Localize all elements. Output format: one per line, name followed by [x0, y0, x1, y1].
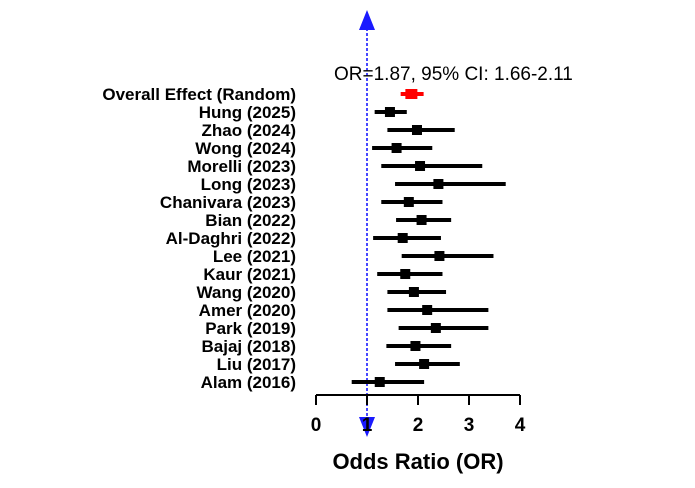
- overall-effect-annotation: OR=1.87, 95% CI: 1.66-2.11: [334, 64, 573, 85]
- study-label: Hung (2025): [199, 103, 296, 122]
- study-label: Amer (2020): [199, 301, 296, 320]
- study-effect-marker: [415, 161, 426, 171]
- study-label: Wang (2020): [196, 283, 296, 302]
- x-tick-label: 2: [413, 415, 424, 436]
- study-label: Chanivara (2023): [160, 193, 296, 212]
- study-label: Kaur (2021): [203, 265, 296, 284]
- study-label: Wong (2024): [195, 139, 296, 158]
- study-label: Long (2023): [201, 175, 296, 194]
- study-effect-marker: [397, 233, 408, 243]
- study-label: Al-Daghri (2022): [166, 229, 296, 248]
- study-effect-marker: [416, 215, 427, 225]
- study-effect-marker: [374, 377, 385, 387]
- study-effect-marker: [408, 287, 419, 297]
- x-axis-title: Odds Ratio (OR): [332, 449, 503, 474]
- overall-effect-label: Overall Effect (Random): [102, 85, 296, 104]
- study-label: Morelli (2023): [187, 157, 296, 176]
- study-effect-marker: [433, 179, 444, 189]
- study-label: Park (2019): [205, 319, 296, 338]
- study-effect-marker: [419, 359, 430, 369]
- study-labels: Overall Effect (Random)Hung (2025)Zhao (…: [102, 85, 296, 392]
- study-label: Bajaj (2018): [202, 337, 297, 356]
- x-tick-label: 3: [464, 415, 475, 436]
- study-label: Lee (2021): [213, 247, 296, 266]
- reference-line-group: [359, 10, 375, 437]
- x-tick-label: 4: [515, 415, 526, 436]
- reference-arrow-up-icon: [359, 10, 375, 30]
- study-effect-marker: [400, 269, 411, 279]
- study-label: Alam (2016): [201, 373, 296, 392]
- x-tick-label: 0: [311, 415, 322, 436]
- study-effect-marker: [410, 341, 421, 351]
- study-label: Liu (2017): [217, 355, 296, 374]
- study-label: Zhao (2024): [202, 121, 296, 140]
- effect-markers: [351, 89, 506, 387]
- study-effect-marker: [434, 251, 445, 261]
- study-effect-marker: [391, 143, 402, 153]
- study-effect-marker: [411, 125, 422, 135]
- study-effect-marker: [403, 197, 414, 207]
- study-effect-marker: [422, 305, 433, 315]
- reference-arrow-down-icon: [359, 417, 375, 437]
- study-effect-marker: [430, 323, 441, 333]
- x-axis: 0 1 2 3 4: [311, 394, 526, 436]
- study-effect-marker: [384, 107, 395, 117]
- x-tick-label: 1: [362, 415, 373, 436]
- study-label: Bian (2022): [205, 211, 296, 230]
- overall-effect-marker: [405, 89, 418, 99]
